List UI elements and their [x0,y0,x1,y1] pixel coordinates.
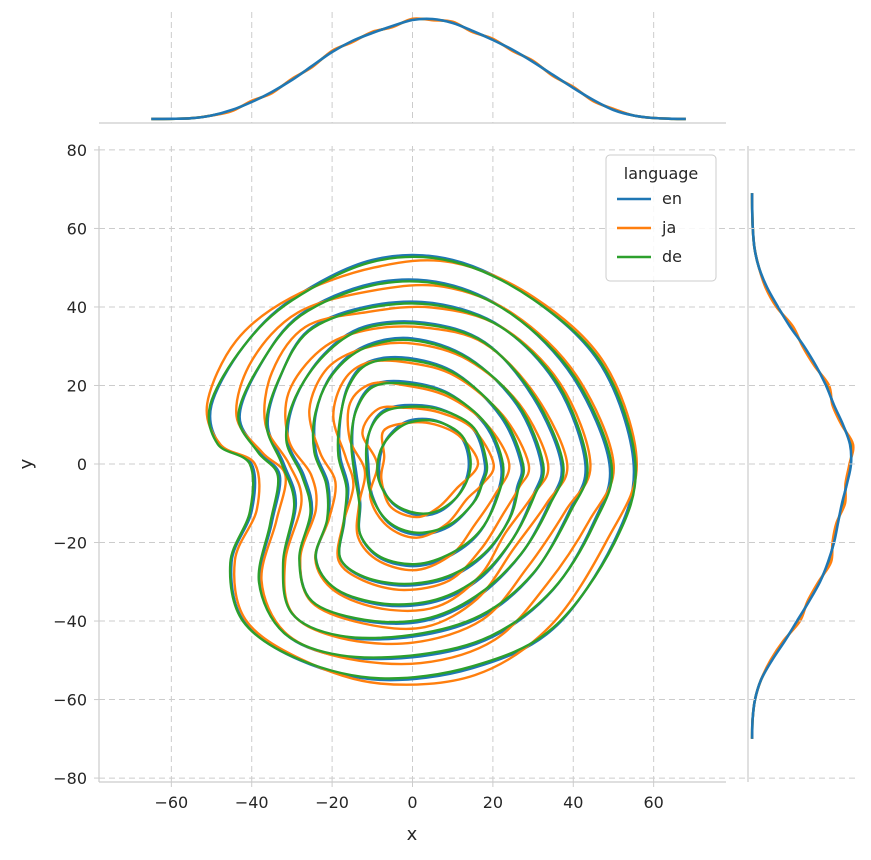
marginal-y-curve-en [750,193,853,739]
contour-line [361,405,495,539]
contour-line [346,381,511,572]
marginal-x-curve-en [151,17,686,121]
contour-line [207,255,637,680]
contour-line [284,325,569,631]
y-tick-label: −20 [53,534,87,553]
kde-contours [205,253,639,686]
legend-label-ja: ja [661,218,676,237]
marginal-x-curves [151,17,686,121]
legend-title: language [624,164,699,183]
marginal-x-curve-ja [151,17,686,121]
contour-line [266,300,587,641]
x-tick-label: 60 [643,793,663,812]
contour-line [308,341,550,612]
y-tick-label: −40 [53,612,87,631]
contour-line [336,357,525,586]
contour-line [311,338,545,606]
y-tick-label: 0 [77,455,87,474]
contour-line [237,280,614,659]
contour-line [208,253,636,682]
marginal-x-kde [99,12,726,124]
y-tick-label: −80 [53,769,87,788]
x-tick-label: −40 [235,793,269,812]
contour-line [265,302,589,640]
contour-line [263,305,592,646]
y-axis-label: y [16,458,37,469]
x-tick-label: 40 [563,793,583,812]
contour-line [376,418,472,515]
y-tick-label: 60 [67,219,87,238]
x-axis-label: x [407,824,418,845]
y-tick-label: 80 [67,141,87,160]
contour-line [313,336,543,608]
y-axis-ticks: −80 −60 −40 −20 0 20 40 60 80 [53,141,99,788]
legend-entries: en ja de [617,189,682,266]
marginal-y-curve-de [750,193,853,739]
y-tick-label: −60 [53,691,87,710]
contour-line [350,381,505,566]
legend: language en ja de [605,154,717,282]
contour-line [379,421,480,519]
legend-label-en: en [662,189,682,208]
contour-line [238,278,612,661]
y-tick-label: 20 [67,376,87,395]
contour-line [284,322,565,624]
marginal-y-curve-ja [750,193,855,739]
x-tick-label: −20 [315,793,349,812]
marginal-y-curves [750,193,855,739]
y-tick-label: 40 [67,298,87,317]
legend-frame [605,154,717,282]
marginal-x-curve-de [151,17,686,121]
contour-line [332,359,531,592]
x-axis-ticks: −60 −40 −20 0 20 40 60 [154,782,664,812]
contour-series-de [207,255,637,680]
joint-axes: −60 −40 −20 0 20 40 60 −80 −60 −40 −20 0 20 40 60 80 [53,141,856,812]
contour-line [364,405,489,534]
marginal-x-gridlines [170,12,655,123]
x-tick-label: 20 [483,793,503,812]
x-tick-label: −60 [154,793,188,812]
x-tick-label: 0 [407,793,417,812]
legend-label-de: de [662,247,682,266]
